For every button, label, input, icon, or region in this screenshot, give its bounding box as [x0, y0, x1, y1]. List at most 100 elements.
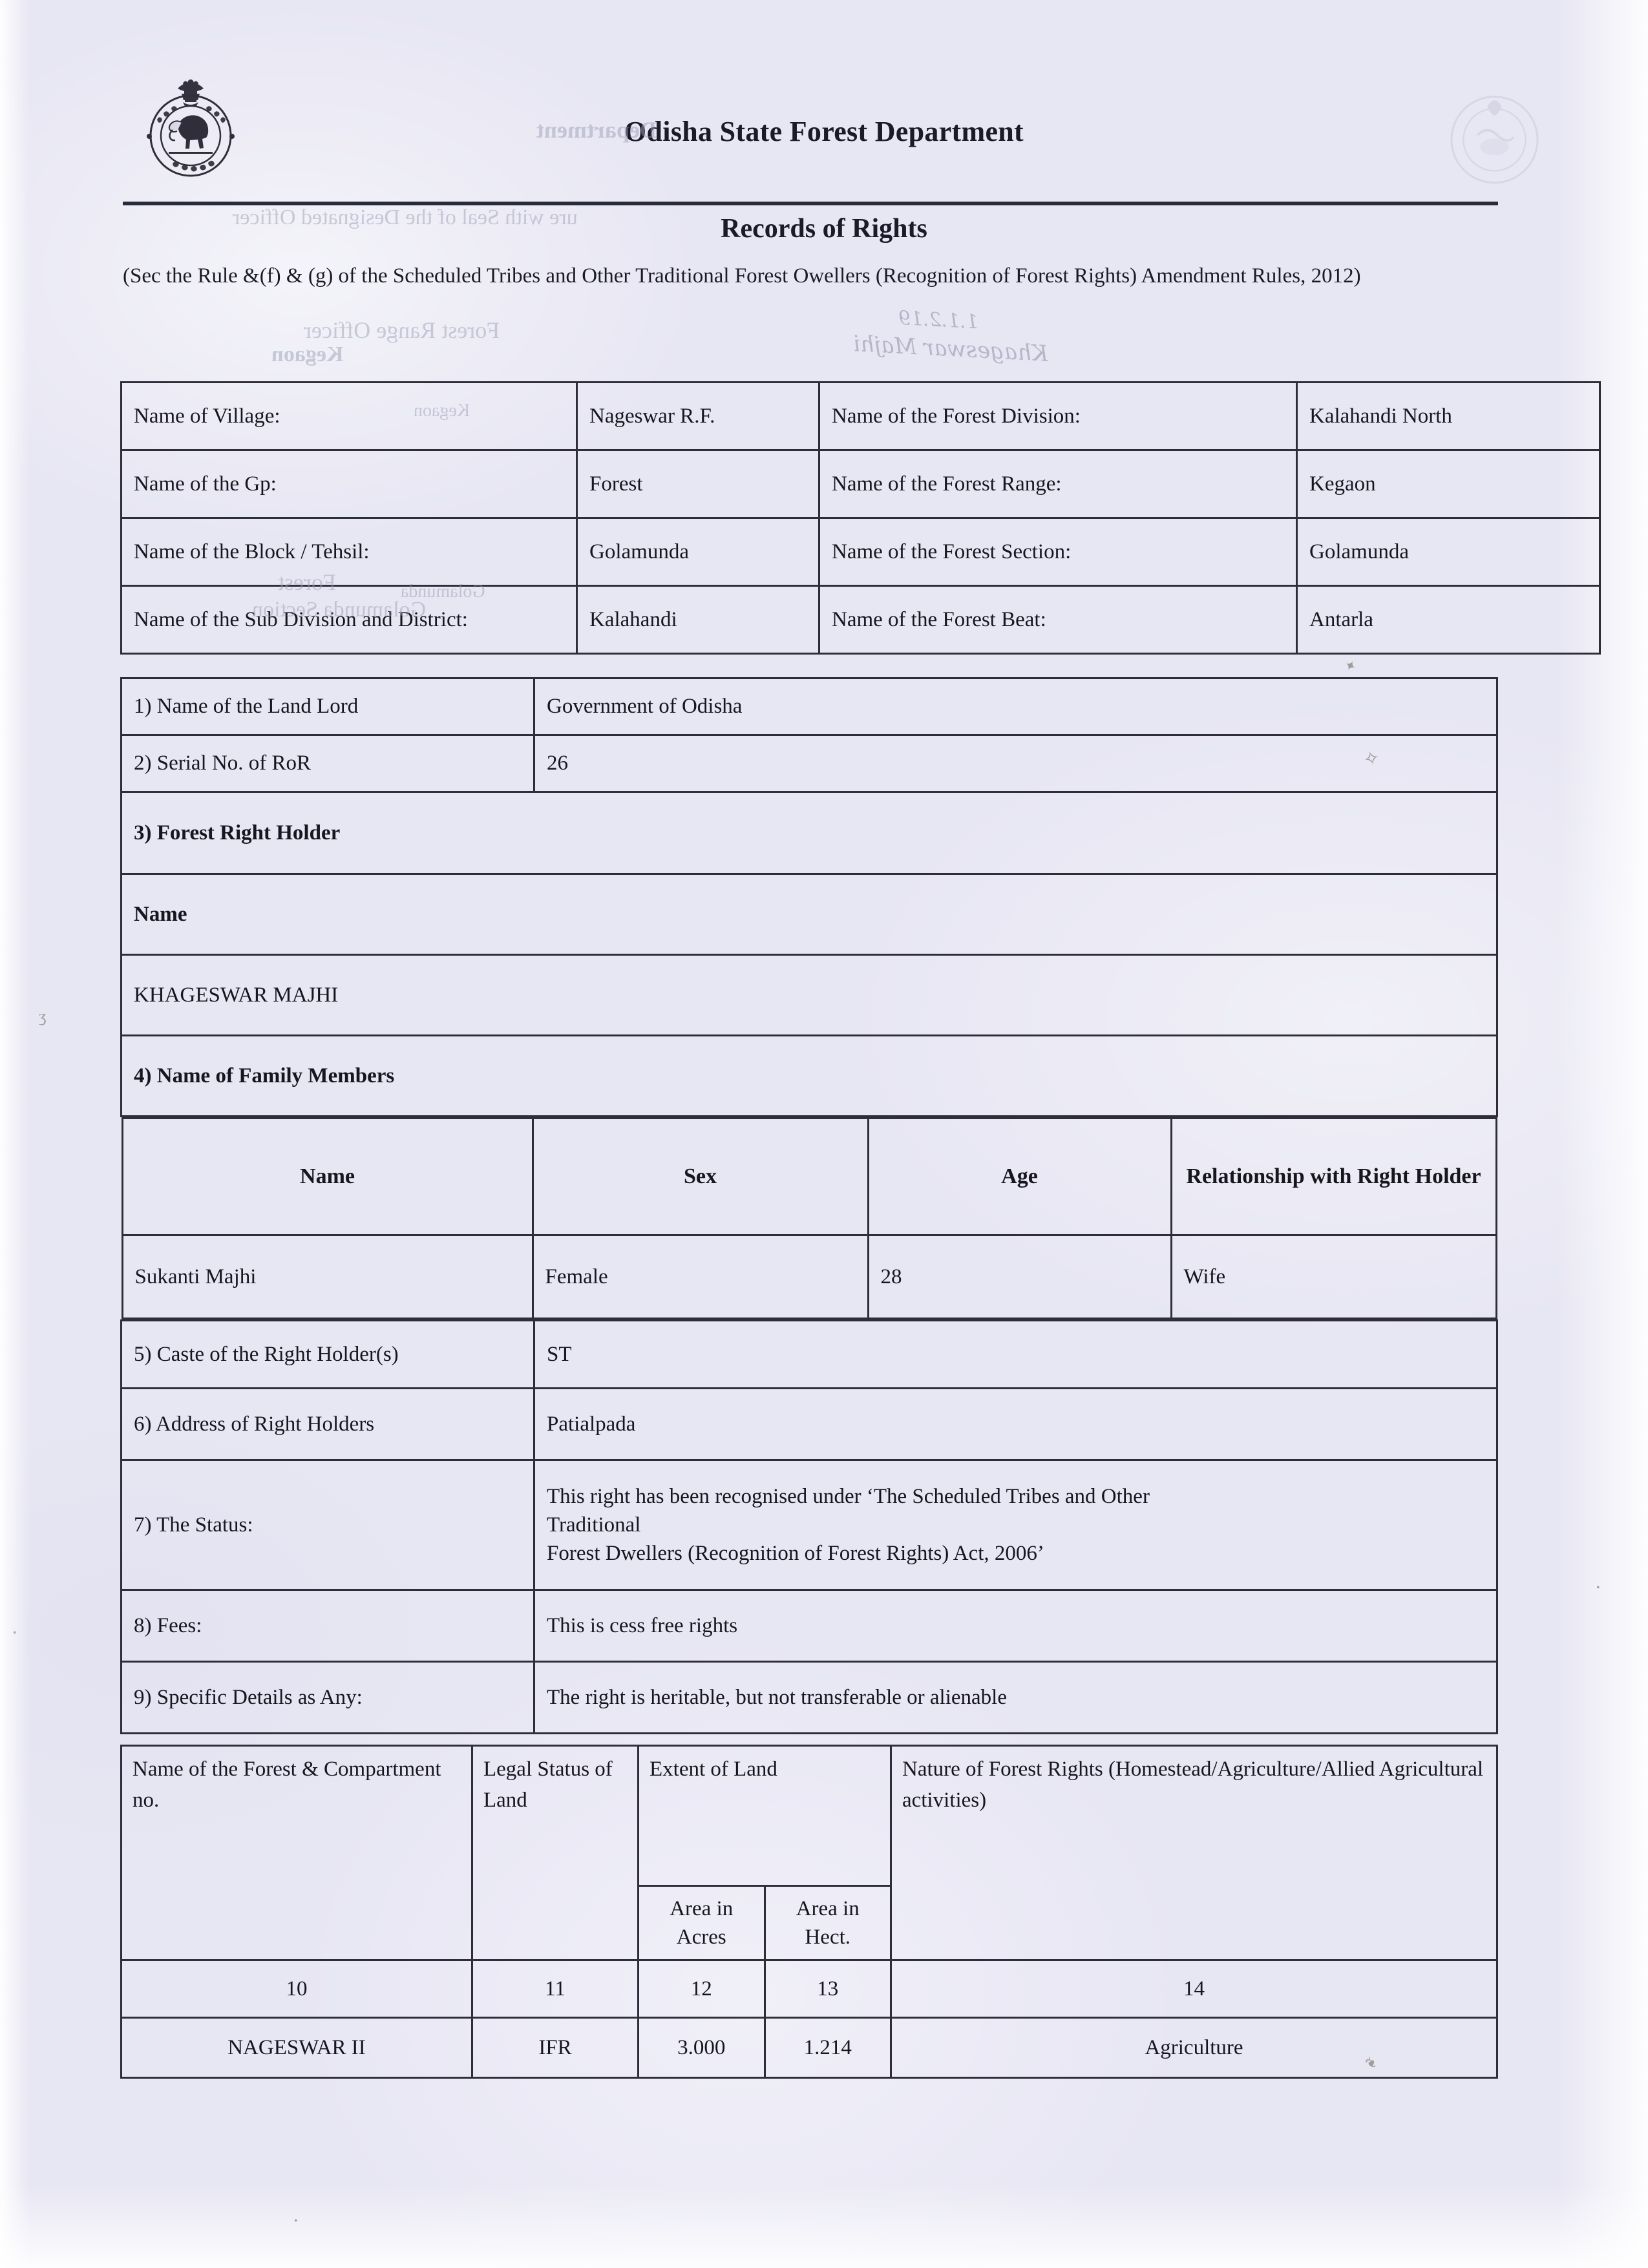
block-tehsil-label: Name of the Block / Tehsil:	[120, 517, 578, 587]
forest-range-value: Kegaon	[1296, 449, 1601, 519]
gp-label: Name of the Gp:	[120, 449, 578, 519]
table-row: 7) The Status: This right has been recog…	[120, 1459, 1498, 1591]
name-column-heading: Name	[120, 873, 1498, 956]
land-legal-status-value: IFR	[471, 2017, 639, 2079]
forest-division-value: Kalahandi North	[1296, 381, 1601, 451]
page-edge-shadow-left	[0, 0, 31, 2268]
land-col-nature: Nature of Forest Rights (Homestead/Agric…	[890, 1744, 1498, 1962]
table-row: Name	[120, 873, 1498, 956]
family-table-header-row: Name Sex Age Relationship with Right Hol…	[121, 1117, 1497, 1236]
status-line-3: Forest Dwellers (Recognition of Forest R…	[547, 1542, 1044, 1566]
family-col-age: Age	[867, 1117, 1172, 1236]
specific-details-value: The right is heritable, but not transfer…	[533, 1661, 1498, 1734]
family-col-sex: Sex	[531, 1117, 869, 1236]
family-member-relationship: Wife	[1170, 1234, 1497, 1319]
land-nature-value: Agriculture	[890, 2017, 1498, 2079]
status-label: 7) The Status:	[120, 1459, 535, 1591]
forest-section-label: Name of the Forest Section:	[818, 517, 1298, 587]
bleed-through-handwriting: 1.1.2.19	[898, 306, 979, 334]
ink-speck: ʒ	[39, 1007, 47, 1025]
table-row: 3) Forest Right Holder	[120, 791, 1498, 875]
land-col-number-11: 11	[471, 1959, 639, 2019]
table-row: Name of the Block / Tehsil: Golamunda Na…	[120, 517, 1601, 587]
caste-value: ST	[533, 1319, 1498, 1389]
status-line-1: This right has been recognised under ‘Th…	[547, 1484, 1150, 1508]
forest-division-label: Name of the Forest Division:	[818, 381, 1298, 451]
table-row: KHAGESWAR MAJHI	[120, 954, 1498, 1036]
sub-division-district-label: Name of the Sub Division and District:	[120, 585, 578, 655]
land-area-acres-value: 3.000	[637, 2017, 766, 2079]
table-row: 6) Address of Right Holders Patialpada	[120, 1387, 1498, 1461]
sub-division-district-value: Kalahandi	[576, 585, 820, 655]
land-col-number-10: 10	[120, 1959, 473, 2019]
document-subtitle: Records of Rights	[721, 214, 927, 244]
family-members-table-row: Name Sex Age Relationship with Right Hol…	[121, 1117, 1497, 1321]
land-details-table: Name of the Forest & Compartment no. Leg…	[120, 1744, 1498, 2079]
block-tehsil-value: Golamunda	[576, 517, 820, 587]
table-row: 1) Name of the Land Lord Government of O…	[120, 677, 1498, 736]
land-col-number-14: 14	[890, 1959, 1498, 2019]
specific-details-label: 9) Specific Details as Any:	[120, 1661, 535, 1734]
status-line-2: Traditional	[547, 1513, 641, 1537]
page-edge-shadow-bottom	[0, 2184, 1648, 2268]
land-table-row: NAGESWAR II IFR 3.000 1.214 Agriculture	[120, 2017, 1498, 2079]
caste-label: 5) Caste of the Right Holder(s)	[120, 1319, 535, 1389]
status-value: This right has been recognised under ‘Th…	[533, 1459, 1498, 1591]
family-col-name: Name	[121, 1117, 534, 1236]
page-edge-shadow-right	[1558, 0, 1648, 2268]
serial-no-label: 2) Serial No. of RoR	[120, 734, 535, 793]
family-members-cell: Name Sex Age Relationship with Right Hol…	[121, 1117, 1497, 1321]
serial-no-value: 26	[533, 734, 1498, 793]
bleed-through-handwriting: Khageswar Majhi	[852, 331, 1049, 367]
page-title: Odisha State Forest Department	[624, 116, 1024, 147]
land-col-area-hect: Area in Hect.	[763, 1884, 892, 1962]
table-row: 8) Fees: This is cess free rights	[120, 1589, 1498, 1663]
land-lord-label: 1) Name of the Land Lord	[120, 677, 535, 736]
forest-beat-label: Name of the Forest Beat:	[818, 585, 1298, 655]
forest-section-value: Golamunda	[1296, 517, 1601, 587]
land-table-subheader-row: Area in Acres Area in Hect.	[121, 1884, 1497, 1962]
village-label: Name of Village:	[120, 381, 578, 451]
table-row: Name of the Sub Division and District: K…	[120, 585, 1601, 655]
land-table-column-numbers-row: 10 11 12 13 14	[120, 1959, 1498, 2019]
land-col-number-13: 13	[763, 1959, 892, 2019]
fees-value: This is cess free rights	[533, 1589, 1498, 1663]
gp-value: Forest	[576, 449, 820, 519]
bleed-through-text: Kegaon	[271, 342, 344, 366]
right-holder-table: 1) Name of the Land Lord Government of O…	[120, 677, 1498, 1734]
bleed-through-text: Forest Range Officer	[304, 317, 500, 343]
land-area-hect-value: 1.214	[763, 2017, 892, 2079]
family-member-sex: Female	[531, 1234, 869, 1319]
land-lord-value: Government of Odisha	[533, 677, 1498, 736]
land-col-area-acres: Area in Acres	[637, 1884, 766, 1962]
family-table-row: Sukanti Majhi Female 28 Wife	[121, 1234, 1497, 1319]
header-divider	[123, 202, 1498, 206]
table-row: Name of the Gp: Forest Name of the Fores…	[120, 449, 1601, 519]
holder-name-value: KHAGESWAR MAJHI	[120, 954, 1498, 1036]
family-members-heading: 4) Name of Family Members	[120, 1034, 1498, 1117]
land-forest-name-value: NAGESWAR II	[120, 2017, 473, 2079]
address-label: 6) Address of Right Holders	[120, 1387, 535, 1461]
table-row: 4) Name of Family Members	[120, 1034, 1498, 1117]
land-col-number-12: 12	[637, 1959, 766, 2019]
ink-smudge: ✦	[1341, 656, 1360, 676]
table-row: 5) Caste of the Right Holder(s) ST	[120, 1319, 1498, 1389]
ghost-seal-icon	[1435, 78, 1554, 197]
table-row: 9) Specific Details as Any: The right is…	[120, 1661, 1498, 1734]
odisha-government-emblem-icon	[139, 74, 242, 197]
family-members-table: Name Sex Age Relationship with Right Hol…	[121, 1117, 1497, 1319]
family-col-relationship: Relationship with Right Holder	[1170, 1117, 1497, 1236]
rule-citation: (Sec the Rule &(f) & (g) of the Schedule…	[123, 264, 1361, 288]
land-table-header-row: Name of the Forest & Compartment no. Leg…	[120, 1744, 1498, 1962]
address-value: Patialpada	[533, 1387, 1498, 1461]
location-table: Name of Village: Nageswar R.F. Name of t…	[120, 381, 1601, 655]
land-col-extent: Extent of Land	[637, 1745, 892, 1887]
fees-label: 8) Fees:	[120, 1589, 535, 1663]
land-col-legal-status: Legal Status of Land	[471, 1744, 639, 1962]
forest-beat-value: Antarla	[1296, 585, 1601, 655]
village-value: Nageswar R.F.	[576, 381, 820, 451]
forest-right-holder-heading: 3) Forest Right Holder	[120, 791, 1498, 875]
family-member-age: 28	[867, 1234, 1172, 1319]
table-row: 2) Serial No. of RoR 26	[120, 734, 1498, 793]
